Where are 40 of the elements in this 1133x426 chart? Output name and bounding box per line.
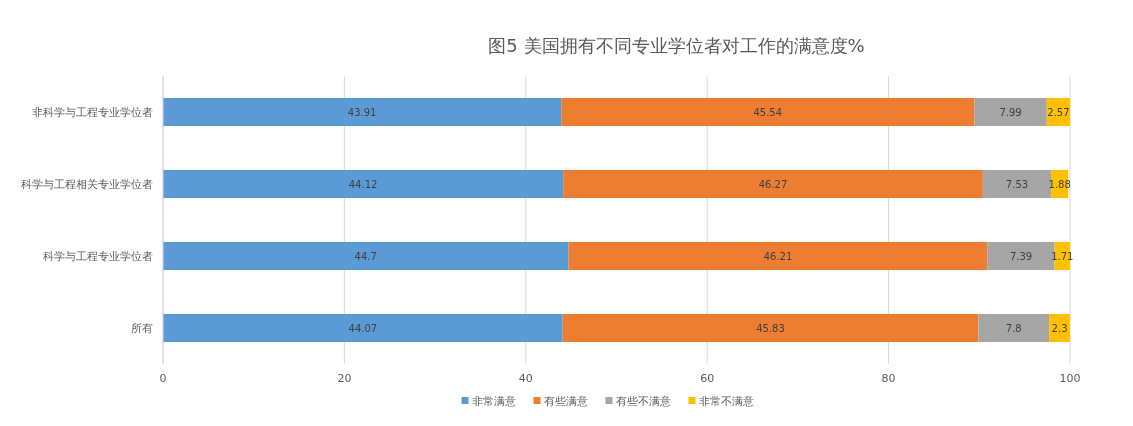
data-label: 2.57 (1047, 107, 1070, 118)
bar (163, 313, 563, 343)
bar (561, 97, 975, 127)
data-label: 2.3 (1051, 323, 1068, 334)
x-tick-label: 80 (881, 372, 896, 385)
data-label: 7.99 (999, 107, 1022, 118)
data-label: 46.21 (763, 251, 793, 262)
bar (163, 169, 564, 199)
y-tick-label: 所有 (131, 322, 153, 335)
legend-label: 有些不满意 (615, 395, 671, 408)
x-tick-label: 100 (1059, 372, 1081, 385)
x-tick-label: 60 (700, 372, 715, 385)
bar (974, 97, 1047, 127)
bar (1049, 313, 1070, 343)
y-tick-label: 非科学与工程专业学位者 (32, 106, 153, 119)
data-label: 45.83 (756, 323, 785, 334)
bar (562, 313, 979, 343)
x-tick-label: 0 (159, 372, 167, 385)
data-label: 7.53 (1005, 179, 1029, 190)
x-tick-label: 40 (518, 372, 533, 385)
data-label: 44.12 (348, 179, 378, 190)
bar (563, 169, 983, 199)
data-label: 43.91 (347, 107, 377, 118)
data-label: 7.8 (1005, 323, 1022, 334)
data-label: 44.7 (354, 251, 377, 262)
chart-title: 图5 美国拥有不同专业学位者对工作的满意度% (488, 35, 865, 56)
legend-label: 非常满意 (471, 395, 516, 408)
legend-label: 非常不满意 (698, 395, 754, 408)
legend-label: 有些满意 (543, 395, 588, 408)
data-label: 7.39 (1009, 251, 1033, 262)
data-label: 46.27 (758, 179, 788, 190)
data-label: 44.07 (348, 323, 378, 334)
data-label: 45.54 (753, 107, 783, 118)
x-tick-label: 20 (337, 372, 352, 385)
bar (568, 241, 988, 271)
bar (163, 241, 569, 271)
bar (978, 313, 1050, 343)
y-tick-label: 科学与工程相关专业学位者 (21, 178, 153, 191)
bar (163, 97, 562, 127)
y-tick-label: 科学与工程专业学位者 (43, 250, 153, 263)
